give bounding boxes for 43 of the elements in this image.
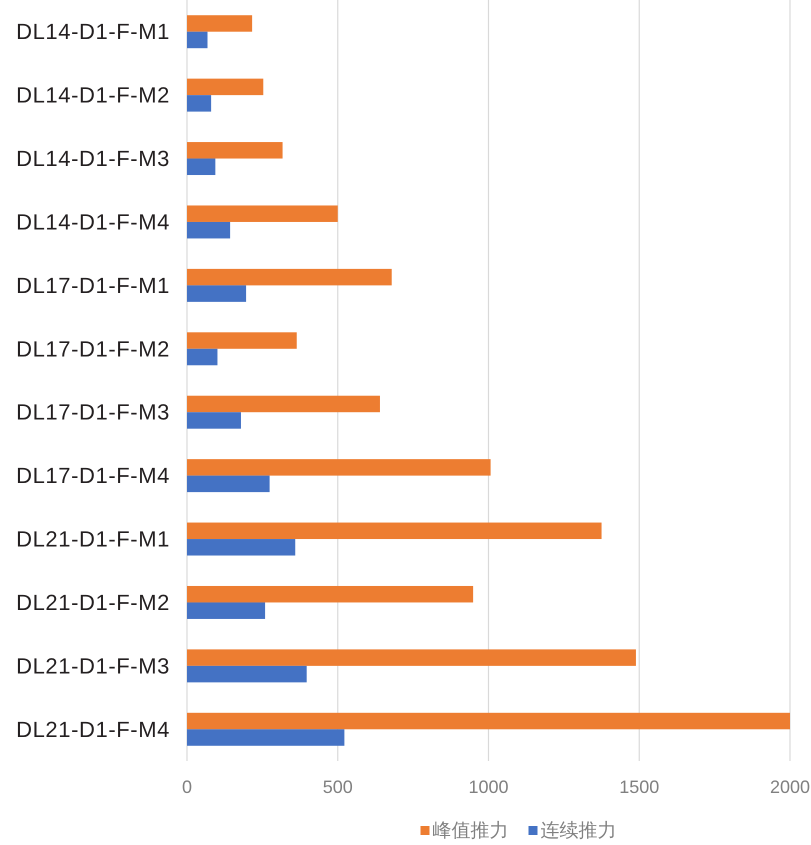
bar (187, 649, 636, 666)
bar (187, 205, 338, 222)
x-tick-label: 1000 (468, 777, 509, 797)
legend-label: 峰值推力 (432, 820, 508, 842)
y-tick-label: DL21-D1-F-M1 (16, 526, 170, 552)
bar (187, 522, 602, 540)
y-tick-label: DL14-D1-F-M3 (16, 146, 170, 172)
bar (187, 142, 283, 159)
y-tick-label: DL21-D1-F-M3 (16, 653, 170, 678)
bar (187, 602, 266, 619)
bar (187, 666, 307, 682)
x-tick-label: 1500 (619, 777, 660, 797)
x-tick-label: 0 (182, 777, 192, 797)
bar (187, 158, 216, 176)
bar (187, 285, 246, 302)
bar (187, 459, 491, 476)
bar (187, 222, 230, 238)
y-tick-label: DL17-D1-F-M3 (16, 400, 170, 425)
bar (187, 15, 252, 32)
legend-label: 连续推力 (540, 820, 616, 842)
bar (187, 476, 270, 492)
bar (187, 32, 208, 48)
y-tick-label: DL21-D1-F-M2 (16, 590, 170, 615)
bar (187, 78, 264, 96)
x-tick-label: 2000 (770, 777, 810, 797)
y-tick-label: DL17-D1-F-M4 (16, 463, 170, 488)
bar (187, 95, 212, 112)
bar (187, 539, 296, 556)
bar (187, 332, 297, 349)
bar (187, 412, 241, 429)
bar (187, 396, 380, 412)
y-tick-label: DL14-D1-F-M2 (16, 82, 170, 108)
bar (187, 586, 474, 602)
y-tick-label: DL14-D1-F-M1 (16, 19, 170, 44)
y-tick-label: DL17-D1-F-M1 (16, 272, 170, 298)
y-tick-label: DL14-D1-F-M4 (16, 209, 170, 234)
bar (187, 268, 392, 286)
bar (187, 729, 344, 746)
y-tick-label: DL21-D1-F-M4 (16, 716, 170, 742)
bar (187, 348, 218, 366)
x-tick-label: 500 (322, 777, 353, 797)
y-tick-label: DL17-D1-F-M2 (16, 336, 170, 362)
bar (187, 712, 790, 730)
